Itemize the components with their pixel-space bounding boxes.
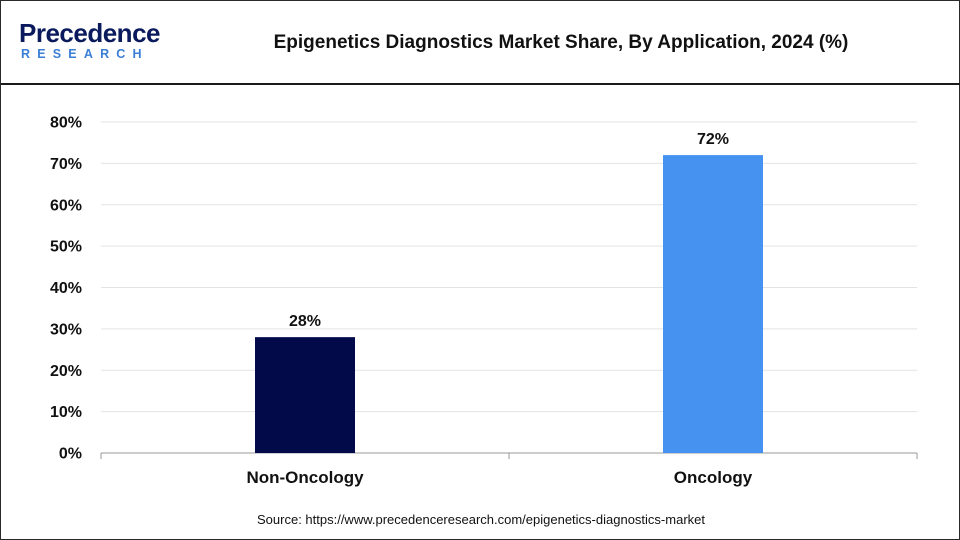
data-label: 28%: [289, 313, 321, 330]
header: Precedence RESEARCH Epigenetics Diagnost…: [1, 1, 960, 85]
y-tick-label: 0%: [59, 446, 82, 463]
y-tick-label: 30%: [50, 321, 82, 338]
brand-tagline: RESEARCH: [21, 47, 149, 61]
bar-non-oncology: [255, 337, 355, 453]
bar-chart: 0% 10% 20% 30% 40% 50% 60% 70% 80% 28% Non-Oncolog…: [50, 115, 918, 487]
chart-title: Epigenetics Diagnostics Market Share, By…: [273, 32, 849, 53]
y-tick-label: 20%: [50, 363, 82, 380]
x-category-label: Non-Oncology: [246, 468, 364, 487]
data-label: 72%: [697, 131, 729, 148]
y-tick-label: 40%: [50, 280, 82, 297]
source-note: Source: https://www.precedenceresearch.c…: [257, 512, 705, 527]
brand-logo: Precedence RESEARCH: [19, 18, 179, 68]
y-tick-label: 80%: [50, 115, 82, 132]
bar-oncology: [663, 155, 763, 453]
x-category-label: Oncology: [674, 468, 753, 487]
y-tick-label: 60%: [50, 197, 82, 214]
y-tick-label: 10%: [50, 404, 82, 421]
brand-name: Precedence: [19, 18, 160, 48]
y-tick-label: 70%: [50, 156, 82, 173]
y-tick-label: 50%: [50, 239, 82, 256]
